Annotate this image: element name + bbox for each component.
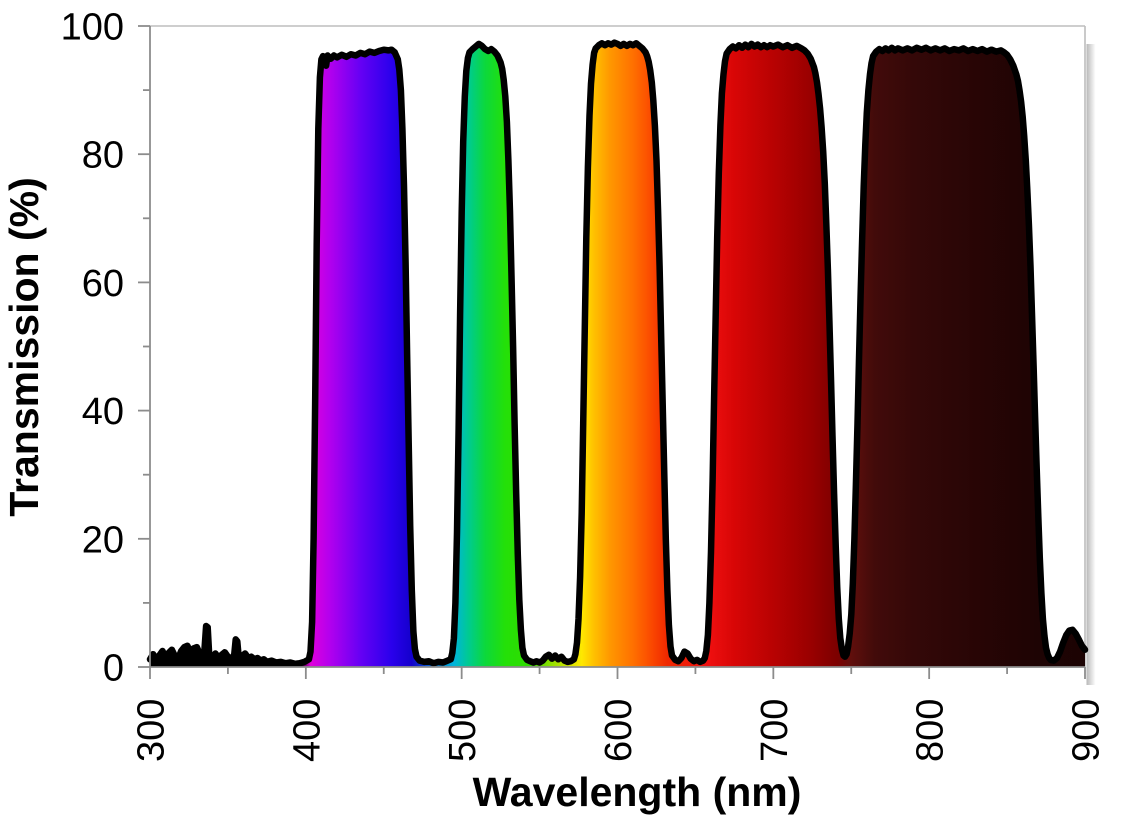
y-tick-label: 20 — [82, 519, 124, 561]
x-tick-label: 700 — [754, 699, 796, 762]
tick-labels: 0 20 40 60 80 100 300 400 500 600 700 800 900 — [61, 7, 1108, 763]
x-tick-label: 500 — [442, 699, 484, 762]
transmission-trace — [146, 39, 1089, 668]
plot-border — [150, 25, 1096, 685]
transmission-area-fill — [150, 42, 1085, 667]
x-axis-title: Wavelength (nm) — [473, 769, 802, 815]
x-tick-label: 800 — [910, 699, 952, 762]
transmission-curve — [146, 39, 1089, 668]
x-tick-label: 300 — [131, 699, 173, 762]
y-tick-label: 80 — [82, 135, 124, 177]
axes — [138, 25, 1086, 679]
y-tick-label: 60 — [82, 263, 124, 305]
y-axis-title: Transmission (%) — [1, 177, 47, 516]
y-tick-label: 40 — [82, 391, 124, 433]
y-tick-label: 0 — [103, 648, 124, 690]
x-tick-label: 400 — [286, 699, 328, 762]
plot-shadow — [1086, 44, 1096, 685]
x-tick-label: 600 — [598, 699, 640, 762]
y-tick-label: 100 — [61, 7, 124, 49]
x-tick-label: 900 — [1066, 699, 1108, 762]
